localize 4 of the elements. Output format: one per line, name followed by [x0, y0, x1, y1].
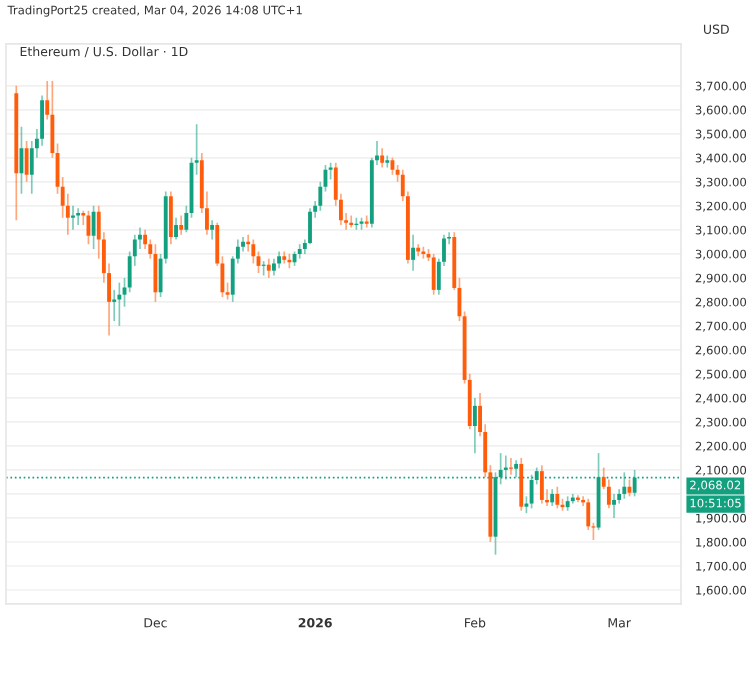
candlestick — [364, 214, 369, 229]
candlestick — [344, 212, 349, 231]
candlestick — [447, 231, 452, 246]
candlestick — [385, 154, 390, 169]
